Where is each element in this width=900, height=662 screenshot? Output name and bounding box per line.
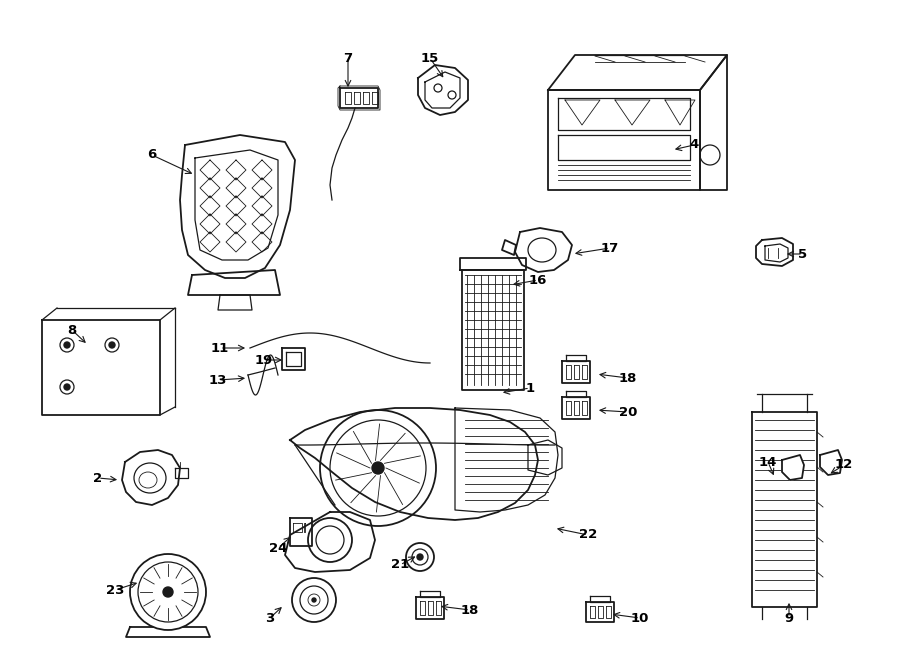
- Polygon shape: [180, 135, 295, 278]
- Circle shape: [372, 462, 384, 474]
- Polygon shape: [420, 591, 440, 597]
- Text: 1: 1: [526, 381, 535, 395]
- Circle shape: [109, 342, 115, 348]
- Text: 23: 23: [106, 583, 124, 596]
- Polygon shape: [562, 361, 590, 383]
- Polygon shape: [290, 408, 538, 520]
- Polygon shape: [562, 397, 590, 419]
- Circle shape: [163, 587, 173, 597]
- Polygon shape: [340, 88, 378, 108]
- Text: 7: 7: [344, 52, 353, 64]
- Text: 24: 24: [269, 542, 287, 555]
- Polygon shape: [700, 55, 727, 190]
- Text: 18: 18: [619, 371, 637, 385]
- Polygon shape: [756, 238, 793, 266]
- Polygon shape: [566, 391, 586, 397]
- Polygon shape: [752, 412, 817, 607]
- Polygon shape: [515, 228, 572, 272]
- Circle shape: [406, 543, 434, 571]
- Text: 14: 14: [759, 455, 778, 469]
- Text: 6: 6: [148, 148, 157, 162]
- Polygon shape: [418, 65, 468, 115]
- Polygon shape: [42, 320, 160, 415]
- Circle shape: [130, 554, 206, 630]
- Text: 20: 20: [619, 406, 637, 418]
- Polygon shape: [548, 55, 727, 90]
- Text: 2: 2: [94, 471, 103, 485]
- Text: 9: 9: [785, 612, 794, 624]
- Text: 21: 21: [391, 559, 410, 571]
- Text: 15: 15: [421, 52, 439, 64]
- Text: 5: 5: [798, 248, 807, 261]
- Polygon shape: [126, 627, 210, 637]
- Circle shape: [64, 384, 70, 390]
- Text: 12: 12: [835, 459, 853, 471]
- Polygon shape: [782, 455, 804, 480]
- Text: 8: 8: [68, 324, 76, 336]
- Polygon shape: [416, 597, 444, 619]
- Polygon shape: [290, 518, 312, 546]
- Text: 3: 3: [266, 612, 274, 624]
- Circle shape: [292, 578, 336, 622]
- Polygon shape: [188, 270, 280, 295]
- Polygon shape: [502, 240, 516, 255]
- Polygon shape: [586, 602, 614, 622]
- Polygon shape: [548, 90, 700, 190]
- Polygon shape: [218, 295, 252, 310]
- Polygon shape: [590, 596, 610, 602]
- Circle shape: [312, 598, 316, 602]
- Text: 16: 16: [529, 273, 547, 287]
- Circle shape: [64, 342, 70, 348]
- Polygon shape: [462, 270, 524, 390]
- Polygon shape: [285, 512, 375, 572]
- Polygon shape: [566, 355, 586, 361]
- Text: 4: 4: [689, 138, 698, 152]
- Text: 13: 13: [209, 373, 227, 387]
- Polygon shape: [122, 450, 180, 505]
- Text: 19: 19: [255, 354, 273, 367]
- Polygon shape: [820, 450, 842, 475]
- Text: 17: 17: [601, 242, 619, 254]
- Text: 18: 18: [461, 604, 479, 616]
- Text: 11: 11: [211, 342, 230, 354]
- Polygon shape: [282, 348, 305, 370]
- Text: 22: 22: [579, 528, 597, 542]
- Text: 10: 10: [631, 612, 649, 624]
- Circle shape: [417, 554, 423, 560]
- Polygon shape: [460, 258, 526, 270]
